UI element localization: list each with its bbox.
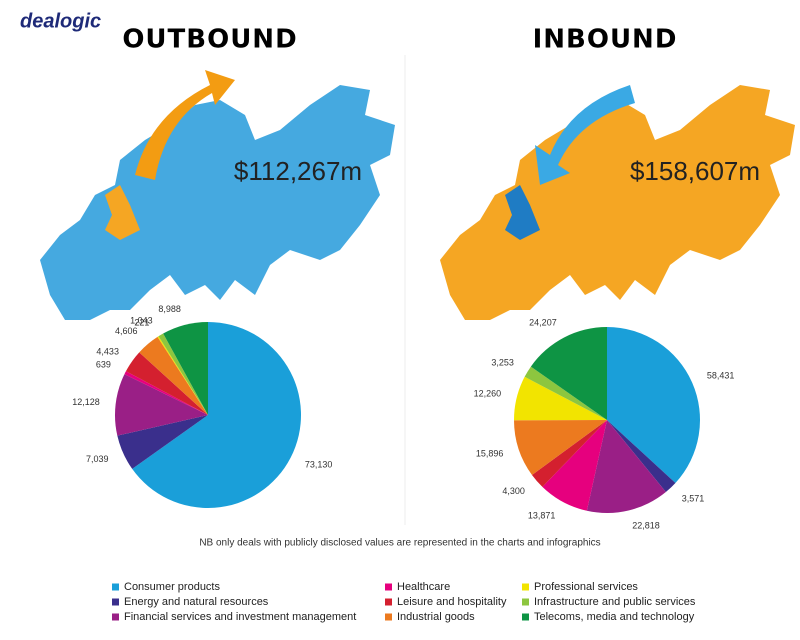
chart-title: OUTBOUND [122,25,297,55]
legend-label: Energy and natural resources [124,596,269,608]
pie-slice [115,374,208,436]
value-label: 7,039 [86,454,109,464]
pie-slice [514,420,607,475]
pie-slice [514,376,607,421]
legend-swatch [112,613,119,621]
legend-label: Industrial goods [397,611,475,623]
logo: dealogic [20,10,101,32]
value-label: 58,431 [707,371,735,381]
value-label: 4,606 [115,326,138,336]
pie-slice [117,415,208,469]
value-label: 3,571 [682,494,705,504]
pie-slice [157,336,208,415]
value-label: 15,896 [476,448,504,458]
map-annotation: $158,607m [630,156,760,186]
note: NB only deals with publicly disclosed va… [199,538,600,549]
chart-title: INBOUND [533,25,678,55]
pie-slice [607,327,700,483]
value-label: 12,128 [72,397,100,407]
legend-swatch [522,583,529,591]
pie-slice [125,352,208,415]
pie-slice [139,336,208,415]
legend-label: Consumer products [124,581,220,593]
value-label: 8,988 [158,304,181,314]
value-label: 24,207 [529,318,557,328]
pie-slice [124,371,208,415]
pie-slice [158,333,208,415]
map-inbound [440,85,795,320]
value-label: 4,300 [502,486,525,496]
legend-swatch [385,583,392,591]
legend-label: Leisure and hospitality [397,596,507,608]
value-label: 73,130 [305,459,333,469]
map-annotation: $112,267m [234,156,362,186]
pie-slice [524,366,607,420]
legend-label: Financial services and investment manage… [124,611,356,623]
value-label: 12,260 [474,388,502,398]
pie-slice [531,420,607,487]
legend-swatch [522,613,529,621]
legend-swatch [385,613,392,621]
legend-label: Healthcare [397,581,450,593]
value-label: 1,043 [130,315,153,325]
legend-swatch [522,598,529,606]
value-label: 22,818 [632,520,660,530]
pie-slice [132,322,301,508]
legend-label: Telecoms, media and technology [534,611,695,623]
map-outbound [40,70,395,320]
legend-swatch [112,583,119,591]
value-label: 639 [96,360,111,370]
legend-label: Professional services [534,581,638,593]
pie-slice [607,420,676,492]
legend-swatch [385,598,392,606]
pie-slice [163,322,208,415]
pie-slice [542,420,607,511]
value-label: 3,253 [491,358,514,368]
pie-slice [530,327,607,420]
value-label: 221 [134,317,149,327]
value-label: 13,871 [528,510,556,520]
legend-swatch [112,598,119,606]
legend-label: Infrastructure and public services [534,596,696,608]
value-label: 4,433 [96,346,119,356]
pie-slice [586,420,666,513]
